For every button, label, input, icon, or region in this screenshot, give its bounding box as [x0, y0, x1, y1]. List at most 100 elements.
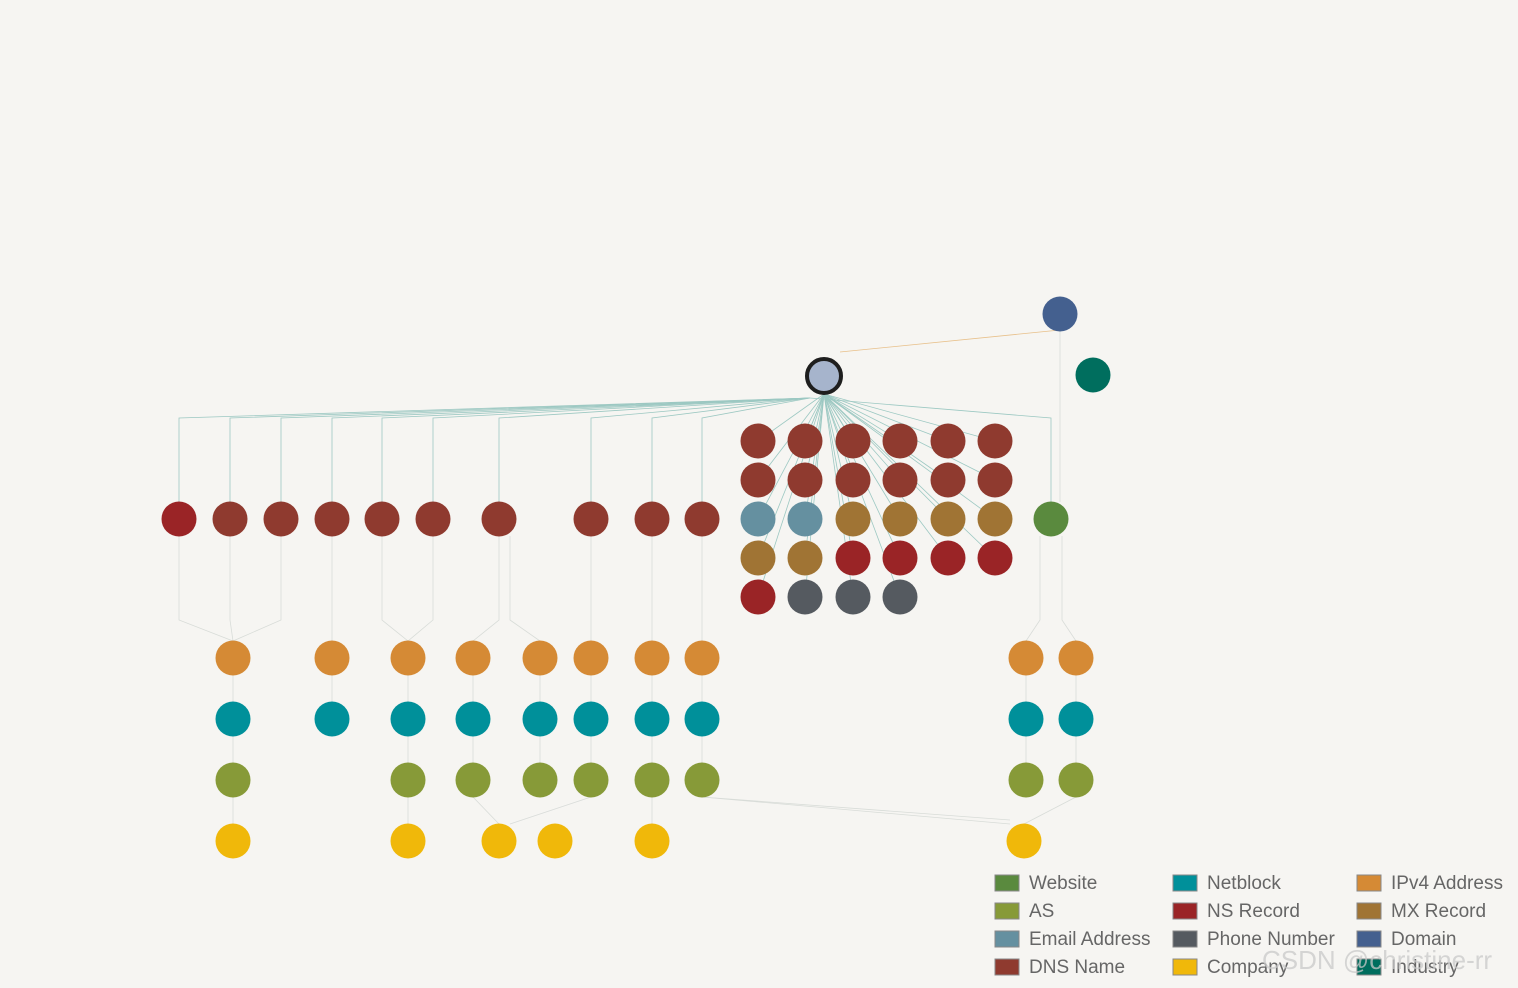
- legend: Website AS Email Address DNS Name Netblock NS…: [994, 873, 1503, 978]
- legend-swatch: [1356, 874, 1382, 892]
- graph-node[interactable]: [1075, 357, 1111, 393]
- graph-node[interactable]: [930, 540, 966, 576]
- legend-swatch: [1172, 958, 1198, 976]
- graph-node[interactable]: [977, 423, 1013, 459]
- graph-node[interactable]: [787, 423, 823, 459]
- graph-node[interactable]: [390, 701, 426, 737]
- edge: [1025, 536, 1041, 642]
- graph-node[interactable]: [522, 640, 558, 676]
- graph-node[interactable]: [390, 640, 426, 676]
- edge: [823, 393, 996, 442]
- graph-node[interactable]: [835, 501, 871, 537]
- graph-node[interactable]: [1008, 762, 1044, 798]
- graph-node[interactable]: [364, 501, 400, 537]
- graph-node[interactable]: [415, 501, 451, 537]
- legend-swatch: [1356, 930, 1382, 948]
- graph-node[interactable]: [977, 462, 1013, 498]
- graph-node[interactable]: [634, 701, 670, 737]
- graph-node[interactable]: [882, 501, 918, 537]
- graph-node[interactable]: [522, 701, 558, 737]
- graph-node[interactable]: [212, 501, 248, 537]
- graph-node[interactable]: [537, 823, 573, 859]
- legend-swatch: [1172, 874, 1198, 892]
- graph-node[interactable]: [573, 501, 609, 537]
- edge: [1061, 536, 1077, 642]
- graph-node[interactable]: [787, 501, 823, 537]
- edge: [823, 393, 901, 520]
- graph-node[interactable]: [882, 423, 918, 459]
- edge: [229, 397, 811, 502]
- edge: [229, 536, 234, 642]
- graph-node[interactable]: [573, 640, 609, 676]
- graph-node[interactable]: [390, 762, 426, 798]
- graph-node[interactable]: [882, 579, 918, 615]
- root-node[interactable]: [805, 357, 843, 395]
- graph-node[interactable]: [787, 540, 823, 576]
- graph-node[interactable]: [684, 701, 720, 737]
- graph-node[interactable]: [1042, 296, 1078, 332]
- edge: [809, 397, 1052, 502]
- edge: [498, 397, 811, 502]
- graph-node[interactable]: [1058, 762, 1094, 798]
- graph-node[interactable]: [390, 823, 426, 859]
- graph-node[interactable]: [740, 540, 776, 576]
- graph-node[interactable]: [1058, 701, 1094, 737]
- graph-node[interactable]: [930, 462, 966, 498]
- graph-node[interactable]: [977, 540, 1013, 576]
- graph-node[interactable]: [455, 762, 491, 798]
- graph-node[interactable]: [835, 579, 871, 615]
- legend-label: Domain: [1391, 929, 1456, 950]
- graph-node[interactable]: [977, 501, 1013, 537]
- graph-node[interactable]: [787, 462, 823, 498]
- legend-label: DNS Name: [1029, 957, 1125, 978]
- graph-node[interactable]: [835, 540, 871, 576]
- graph-node[interactable]: [1058, 640, 1094, 676]
- graph-node[interactable]: [1008, 640, 1044, 676]
- graph-node[interactable]: [634, 640, 670, 676]
- graph-node[interactable]: [835, 423, 871, 459]
- graph-node[interactable]: [314, 640, 350, 676]
- graph-node[interactable]: [314, 501, 350, 537]
- legend-swatch: [1172, 930, 1198, 948]
- graph-node[interactable]: [684, 640, 720, 676]
- graph-node[interactable]: [882, 462, 918, 498]
- graph-node[interactable]: [634, 501, 670, 537]
- graph-node[interactable]: [787, 579, 823, 615]
- graph-node[interactable]: [455, 701, 491, 737]
- graph-node[interactable]: [634, 762, 670, 798]
- graph-node[interactable]: [314, 701, 350, 737]
- graph-node[interactable]: [740, 462, 776, 498]
- legend-label: Netblock: [1207, 873, 1281, 894]
- graph-node[interactable]: [684, 501, 720, 537]
- graph-node[interactable]: [1006, 823, 1042, 859]
- edge: [701, 796, 1011, 821]
- graph-node[interactable]: [215, 701, 251, 737]
- graph-node[interactable]: [835, 462, 871, 498]
- graph-node[interactable]: [740, 579, 776, 615]
- edge: [590, 397, 811, 502]
- graph-node[interactable]: [882, 540, 918, 576]
- legend-swatch: [994, 930, 1020, 948]
- edge: [472, 536, 500, 642]
- graph-node[interactable]: [930, 423, 966, 459]
- legend-label: AS: [1029, 901, 1054, 922]
- graph-node[interactable]: [740, 423, 776, 459]
- graph-node[interactable]: [1033, 501, 1069, 537]
- graph-node[interactable]: [215, 762, 251, 798]
- graph-node[interactable]: [684, 762, 720, 798]
- graph-node[interactable]: [455, 640, 491, 676]
- graph-node[interactable]: [215, 823, 251, 859]
- graph-node[interactable]: [740, 501, 776, 537]
- graph-node[interactable]: [573, 762, 609, 798]
- graph-node[interactable]: [573, 701, 609, 737]
- graph-node[interactable]: [481, 823, 517, 859]
- graph-node[interactable]: [215, 640, 251, 676]
- graph-node[interactable]: [930, 501, 966, 537]
- graph-node[interactable]: [161, 501, 197, 537]
- graph-node[interactable]: [522, 762, 558, 798]
- graph-node[interactable]: [634, 823, 670, 859]
- graph-node[interactable]: [1008, 701, 1044, 737]
- graph-node[interactable]: [481, 501, 517, 537]
- graph-node[interactable]: [263, 501, 299, 537]
